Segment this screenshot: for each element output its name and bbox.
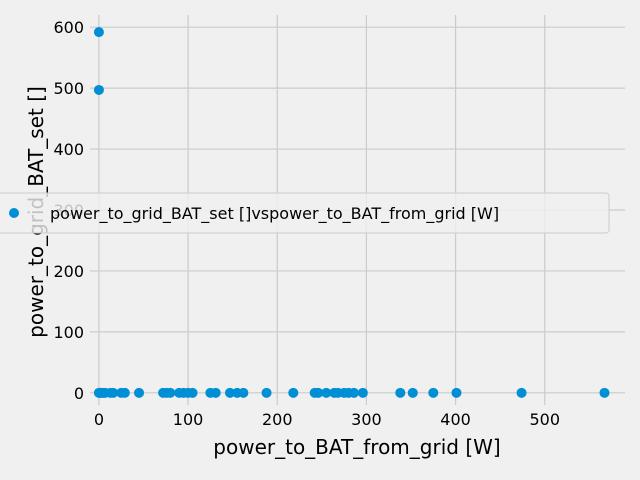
legend-label: power_to_grid_BAT_set []vspower_to_BAT_f… (50, 204, 499, 224)
x-tick-label: 300 (351, 410, 382, 429)
data-point (261, 387, 272, 398)
data-point (288, 387, 299, 398)
data-point (165, 387, 176, 398)
legend: power_to_grid_BAT_set []vspower_to_BAT_f… (0, 192, 610, 234)
data-point (428, 387, 439, 398)
x-tick-label: 0 (94, 410, 104, 429)
series-points (93, 27, 610, 398)
data-point (119, 387, 130, 398)
x-tick-label: 200 (262, 410, 293, 429)
data-point (93, 27, 104, 38)
data-point (348, 387, 359, 398)
y-tick-label: 200 (53, 262, 84, 281)
x-axis-ticks: 0 100 200 300 400 500 (94, 410, 560, 429)
x-tick-label: 400 (440, 410, 471, 429)
data-point (357, 387, 368, 398)
data-point (451, 387, 462, 398)
y-tick-label: 100 (53, 323, 84, 342)
data-point (210, 387, 221, 398)
data-point (134, 387, 145, 398)
data-point (407, 387, 418, 398)
data-point (93, 84, 104, 95)
data-point (395, 387, 406, 398)
y-tick-label: 600 (53, 18, 84, 37)
data-point (321, 387, 332, 398)
legend-marker (9, 208, 19, 218)
data-point (516, 387, 527, 398)
y-tick-label: 400 (53, 140, 84, 159)
x-tick-label: 100 (173, 410, 204, 429)
data-point (313, 387, 324, 398)
data-point (599, 387, 610, 398)
x-axis-label: power_to_BAT_from_grid [W] (213, 435, 500, 459)
y-tick-label: 500 (53, 79, 84, 98)
y-tick-label: 0 (74, 384, 84, 403)
data-point (238, 387, 249, 398)
x-tick-label: 500 (529, 410, 560, 429)
data-point (224, 387, 235, 398)
data-point (187, 387, 198, 398)
legend-box (0, 192, 610, 234)
data-point (108, 387, 119, 398)
